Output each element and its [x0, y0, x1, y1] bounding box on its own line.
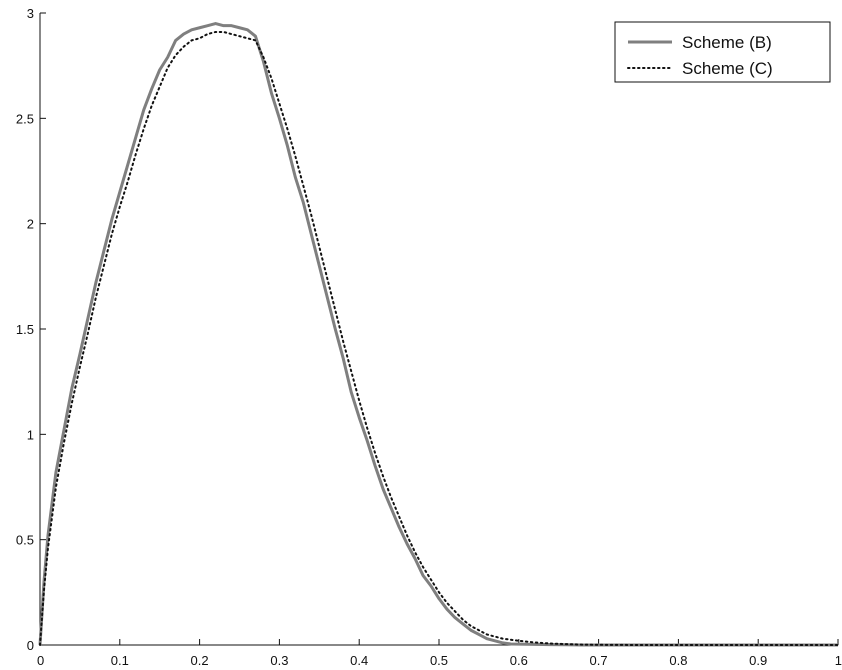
legend-label-scheme-b: Scheme (B)	[682, 33, 772, 52]
legend: Scheme (B) Scheme (C)	[614, 21, 831, 83]
tick-labels: 0 0.1 0.2 0.3 0.4 0.5 0.6 0.7 0.8 0.9 1 0 0.5 1 1.5 2 2.…	[16, 6, 842, 668]
legend-box	[614, 21, 831, 83]
x-tick-label: 0.8	[669, 653, 687, 668]
x-tick-label: 0.1	[111, 653, 129, 668]
x-tick-label: 0	[37, 653, 44, 668]
x-tick-label: 0.9	[749, 653, 767, 668]
y-tick-label: 2.5	[16, 111, 34, 126]
x-tick-label: 1	[835, 653, 842, 668]
series-layer	[38, 22, 839, 647]
y-tick-label: 2	[27, 217, 34, 232]
series-line-scheme-c	[39, 30, 839, 646]
x-tick-label: 0.4	[350, 653, 368, 668]
x-tick-label: 0.2	[191, 653, 209, 668]
y-tick-label: 0	[27, 638, 34, 653]
y-tick-label: 3	[27, 6, 34, 21]
y-tick-label: 1.5	[16, 322, 34, 337]
x-tick-label: 0.3	[270, 653, 288, 668]
x-tick-label: 0.7	[590, 653, 608, 668]
series-line-scheme-b	[38, 22, 838, 647]
axes	[39, 12, 839, 646]
legend-label-scheme-c: Scheme (C)	[682, 59, 773, 78]
x-tick-label: 0.6	[510, 653, 528, 668]
y-tick-label: 0.5	[16, 533, 34, 548]
y-tick-label: 1	[27, 427, 34, 442]
x-tick-label: 0.5	[430, 653, 448, 668]
